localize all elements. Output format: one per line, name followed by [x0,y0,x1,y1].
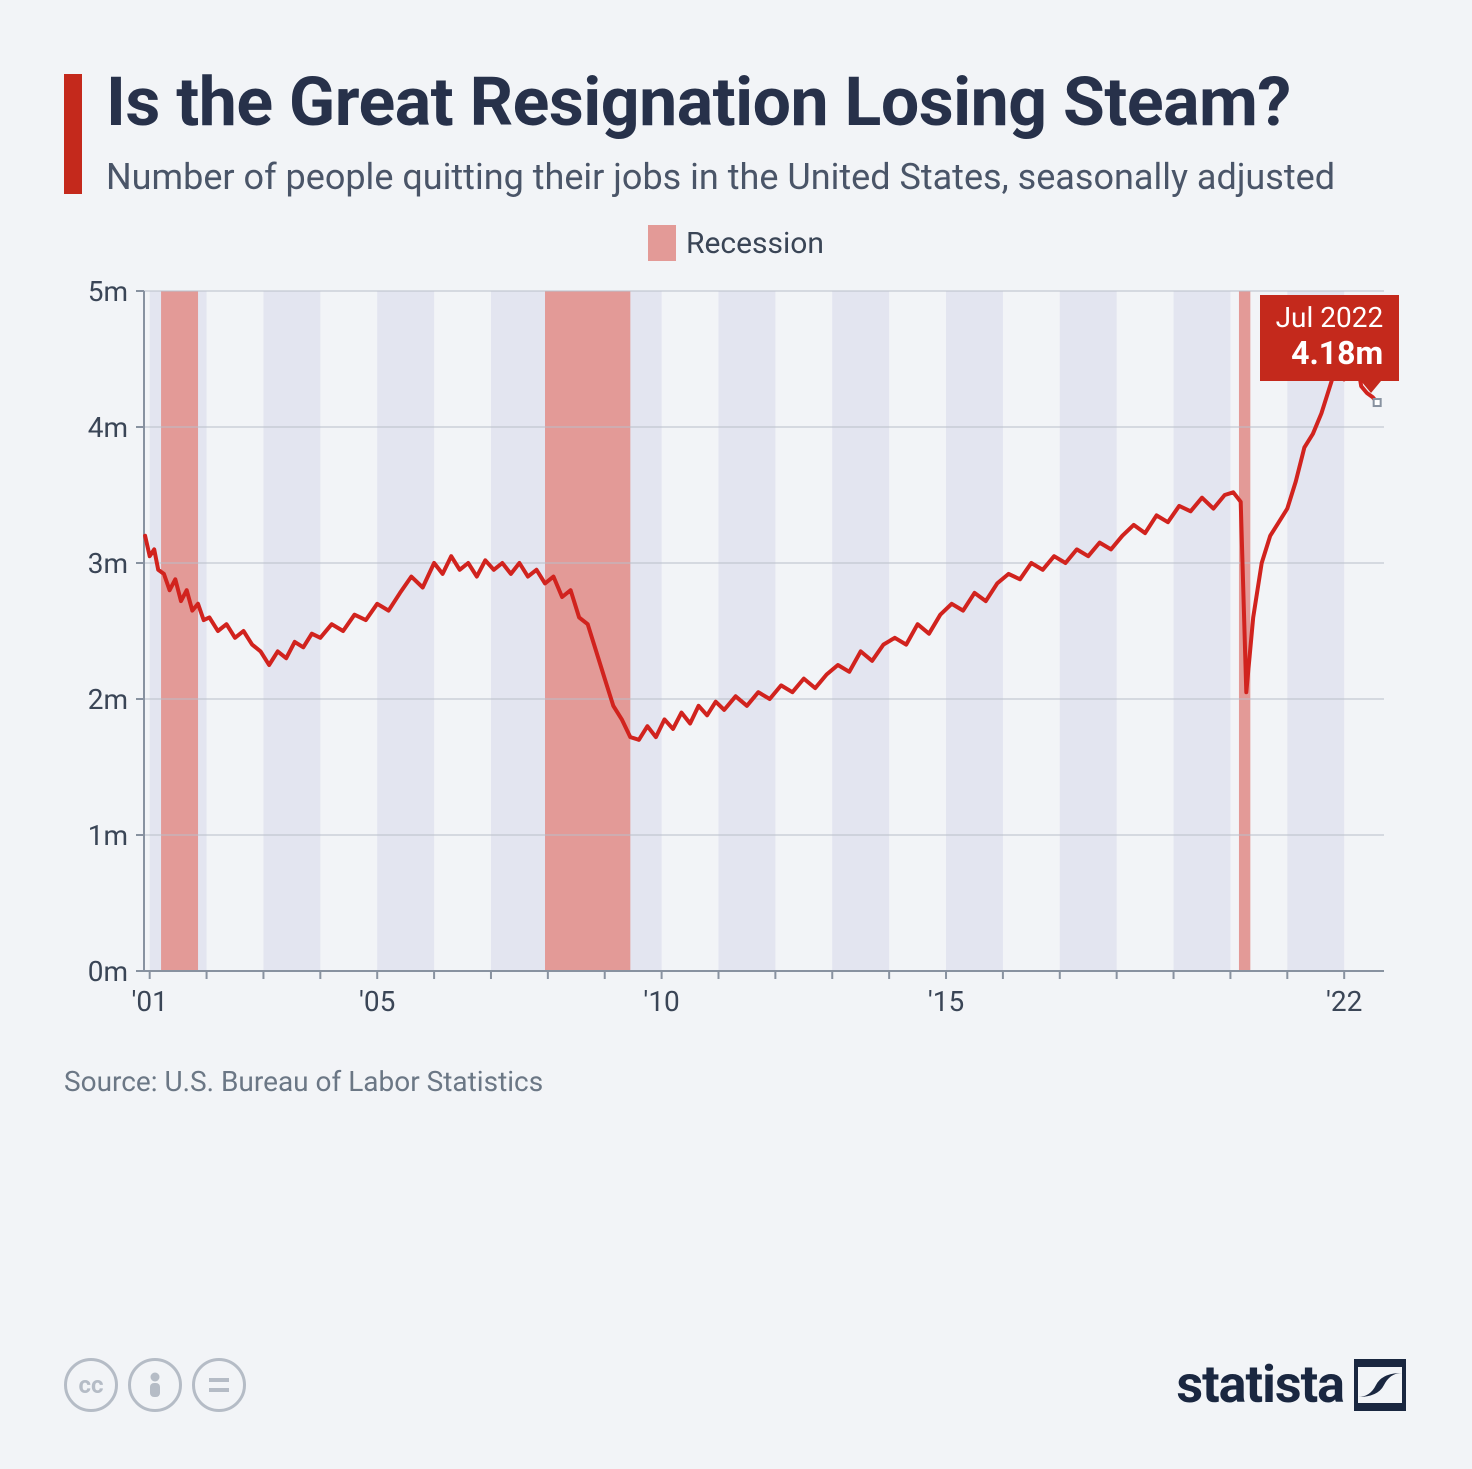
person-icon [144,1371,166,1399]
svg-text:'05: '05 [359,985,395,1018]
callout-date: Jul 2022 [1276,301,1384,335]
accent-bar [64,74,82,194]
callout-value: 4.18m [1276,334,1384,372]
svg-text:5m: 5m [88,275,128,308]
chart-title: Is the Great Resignation Losing Steam? [106,64,1408,140]
source-line: Source: U.S. Bureau of Labor Statistics [64,1065,1408,1098]
svg-text:2m: 2m [88,683,128,716]
legend-label: Recession [686,226,824,261]
chart-subtitle: Number of people quitting their jobs in … [106,154,1408,200]
by-icon [128,1358,182,1412]
nd-icon [192,1358,246,1412]
legend-swatch [648,225,676,261]
title-block: Is the Great Resignation Losing Steam? N… [64,64,1408,200]
chart-area: 0m 1m 2m 3m 4m 5m '01 '05 '10 '15 '22 Jul 2022 4.1… [64,271,1408,1031]
svg-text:1m: 1m [88,819,128,852]
title-text-wrap: Is the Great Resignation Losing Steam? N… [106,64,1408,200]
chart-card: Is the Great Resignation Losing Steam? N… [14,14,1458,1455]
legend: Recession [64,226,1408,263]
footer: cc statista [64,1354,1408,1415]
svg-text:0m: 0m [88,955,128,988]
data-callout: Jul 2022 4.18m [1260,295,1400,381]
brand-text: statista [1176,1354,1344,1415]
brand: statista [1176,1354,1408,1415]
cc-icon: cc [64,1358,118,1412]
line-chart-svg: 0m 1m 2m 3m 4m 5m '01 '05 '10 '15 '22 [64,271,1404,1031]
svg-text:'22: '22 [1326,985,1362,1018]
svg-text:3m: 3m [88,547,128,580]
brand-logo-icon [1352,1357,1408,1413]
equals-icon [207,1375,231,1395]
svg-text:'15: '15 [928,985,964,1018]
cc-icons: cc [64,1358,246,1412]
svg-text:4m: 4m [88,411,128,444]
svg-text:'10: '10 [643,985,679,1018]
svg-text:'01: '01 [132,985,168,1018]
